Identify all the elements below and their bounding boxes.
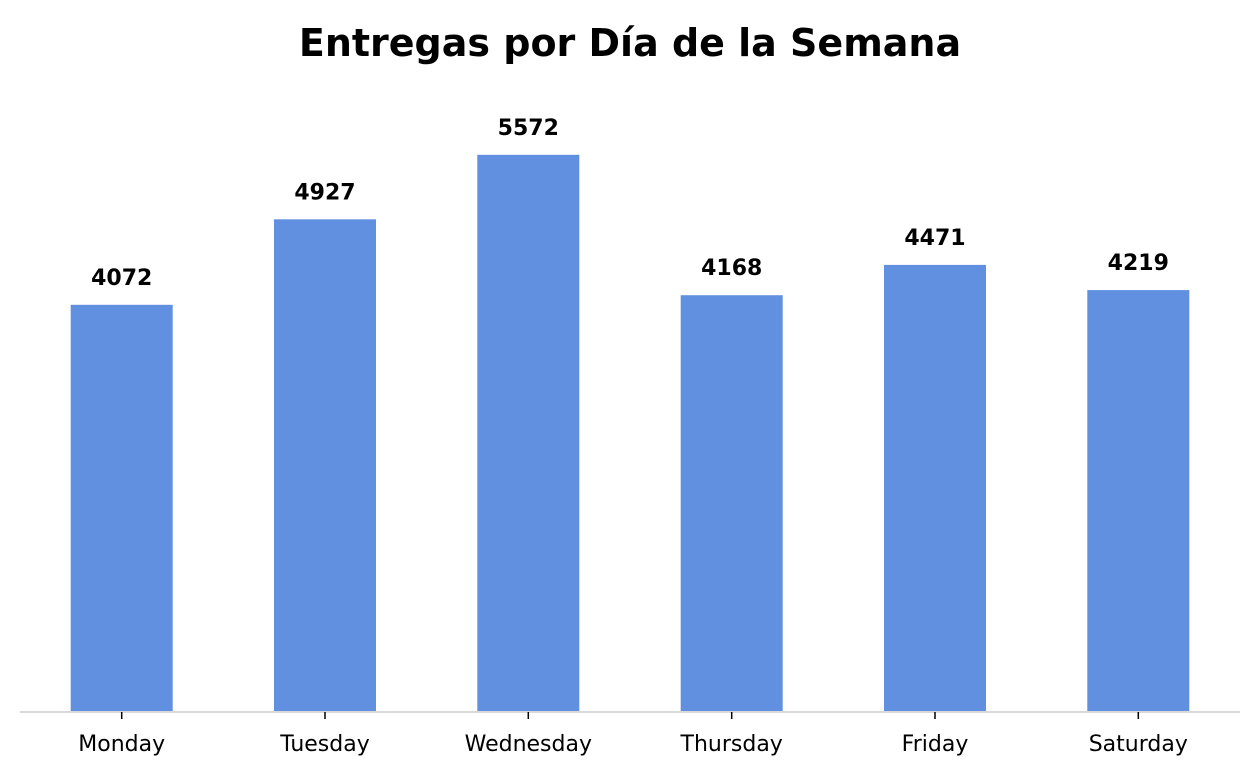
x-tick-label-monday: Monday bbox=[78, 732, 165, 757]
bar-tuesday bbox=[274, 219, 376, 713]
bars-layer: 4072 4927 5572 4168 4471 4219 bbox=[70, 116, 1190, 713]
bar-monday bbox=[70, 304, 173, 712]
bar-friday bbox=[884, 264, 986, 712]
bar-value-label-friday: 4471 bbox=[904, 226, 965, 251]
bar-value-label-thursday: 4168 bbox=[701, 256, 762, 281]
bar-value-label-monday: 4072 bbox=[91, 266, 152, 291]
x-tick-label-tuesday: Tuesday bbox=[279, 732, 370, 757]
x-tick-label-thursday: Thursday bbox=[680, 732, 783, 757]
chart-title: Entregas por Día de la Semana bbox=[299, 21, 961, 65]
bar-value-label-tuesday: 4927 bbox=[294, 180, 355, 205]
x-tick-label-saturday: Saturday bbox=[1089, 732, 1188, 757]
bar-saturday bbox=[1087, 290, 1190, 712]
x-tick-label-wednesday: Wednesday bbox=[465, 732, 592, 757]
bar-thursday bbox=[680, 295, 783, 712]
x-axis-ticks: Monday Tuesday Wednesday Thursday Friday Satu… bbox=[78, 712, 1188, 757]
bar-value-label-wednesday: 5572 bbox=[498, 116, 559, 141]
bar-value-label-saturday: 4219 bbox=[1108, 251, 1169, 276]
bar-wednesday bbox=[477, 154, 580, 713]
x-tick-label-friday: Friday bbox=[902, 732, 969, 757]
